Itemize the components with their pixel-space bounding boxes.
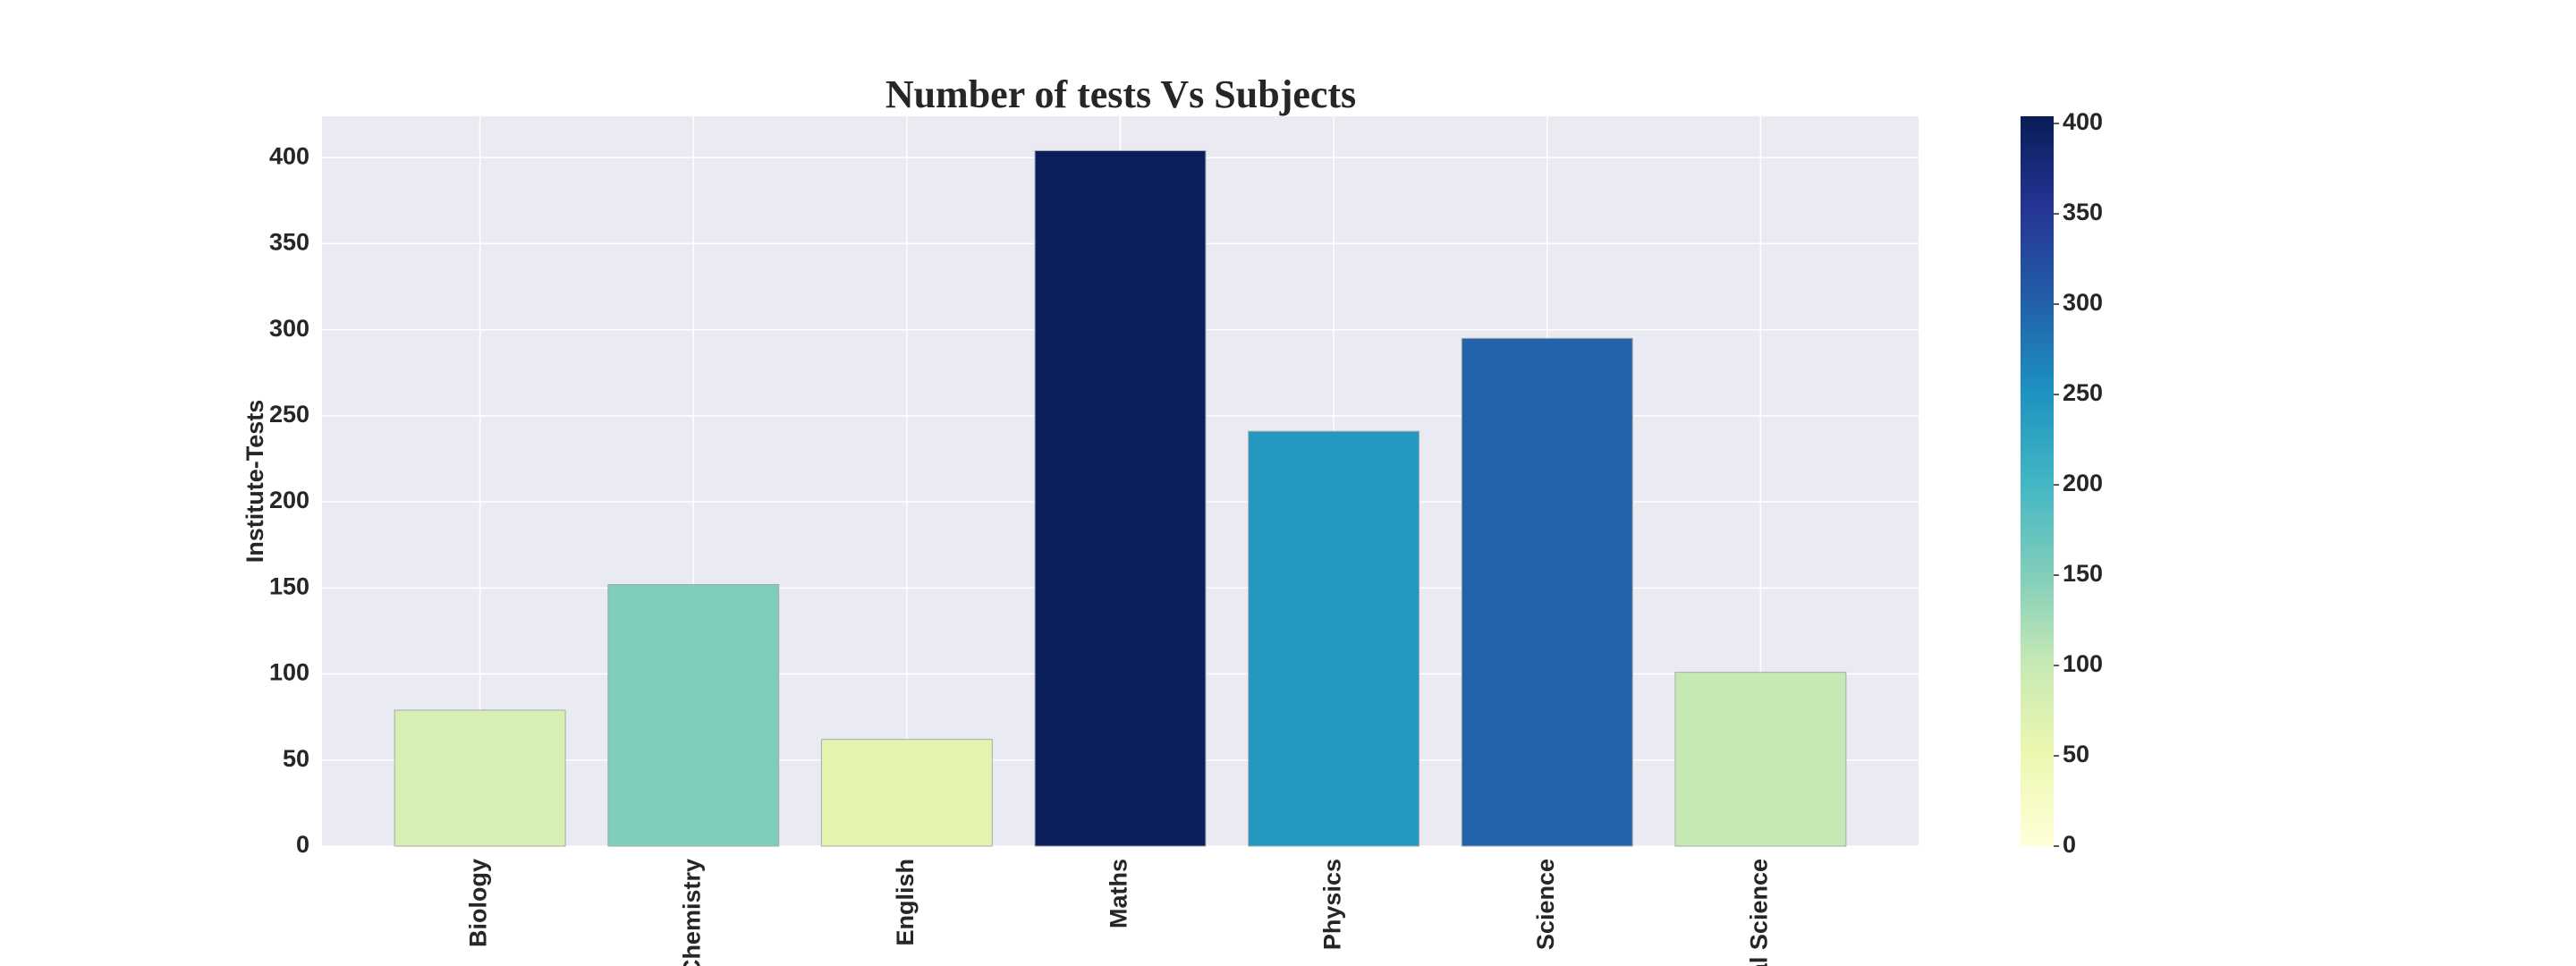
- colorbar-tick-label: 50: [2063, 741, 2089, 767]
- x-tick-label: English: [892, 859, 919, 946]
- y-axis-label: Institute-Tests: [242, 400, 268, 564]
- bar: [1034, 149, 1207, 847]
- colorbar-tick-label: 400: [2063, 108, 2103, 135]
- colorbar-tick-label: 0: [2063, 831, 2076, 858]
- bar: [1248, 430, 1420, 847]
- x-tick-label: Maths: [1106, 859, 1132, 928]
- y-tick-label: 0: [296, 831, 309, 858]
- colorbar-tick-label: 150: [2063, 560, 2103, 587]
- colorbar-tick-label: 200: [2063, 470, 2103, 496]
- y-tick-label: 100: [269, 659, 309, 686]
- y-tick-label: 50: [283, 745, 309, 772]
- x-tick-label: Science: [1532, 859, 1559, 950]
- bar: [1674, 672, 1847, 847]
- y-tick-label: 350: [269, 229, 309, 256]
- chart-title: Number of tests Vs Subjects: [886, 72, 1356, 116]
- bar: [607, 583, 780, 847]
- colorbar-tick-label: 250: [2063, 379, 2103, 406]
- colorbar: [2021, 116, 2054, 846]
- bar: [1461, 337, 1633, 847]
- colorbar-tick-label: 100: [2063, 650, 2103, 677]
- colorbar-tick-label: 300: [2063, 289, 2103, 316]
- x-tick-label: Biology: [465, 859, 492, 947]
- x-tick-label: Chemistry: [678, 859, 705, 966]
- y-tick-label: 400: [269, 142, 309, 169]
- colorbar-tick-label: 350: [2063, 199, 2103, 225]
- y-tick-label: 300: [269, 315, 309, 342]
- bar: [820, 739, 993, 847]
- x-tick-label: Social Science: [1746, 859, 1773, 966]
- y-tick-label: 250: [269, 401, 309, 428]
- bar: [394, 709, 566, 847]
- x-tick-label: Physics: [1318, 859, 1345, 950]
- y-tick-label: 150: [269, 572, 309, 599]
- y-tick-label: 200: [269, 487, 309, 513]
